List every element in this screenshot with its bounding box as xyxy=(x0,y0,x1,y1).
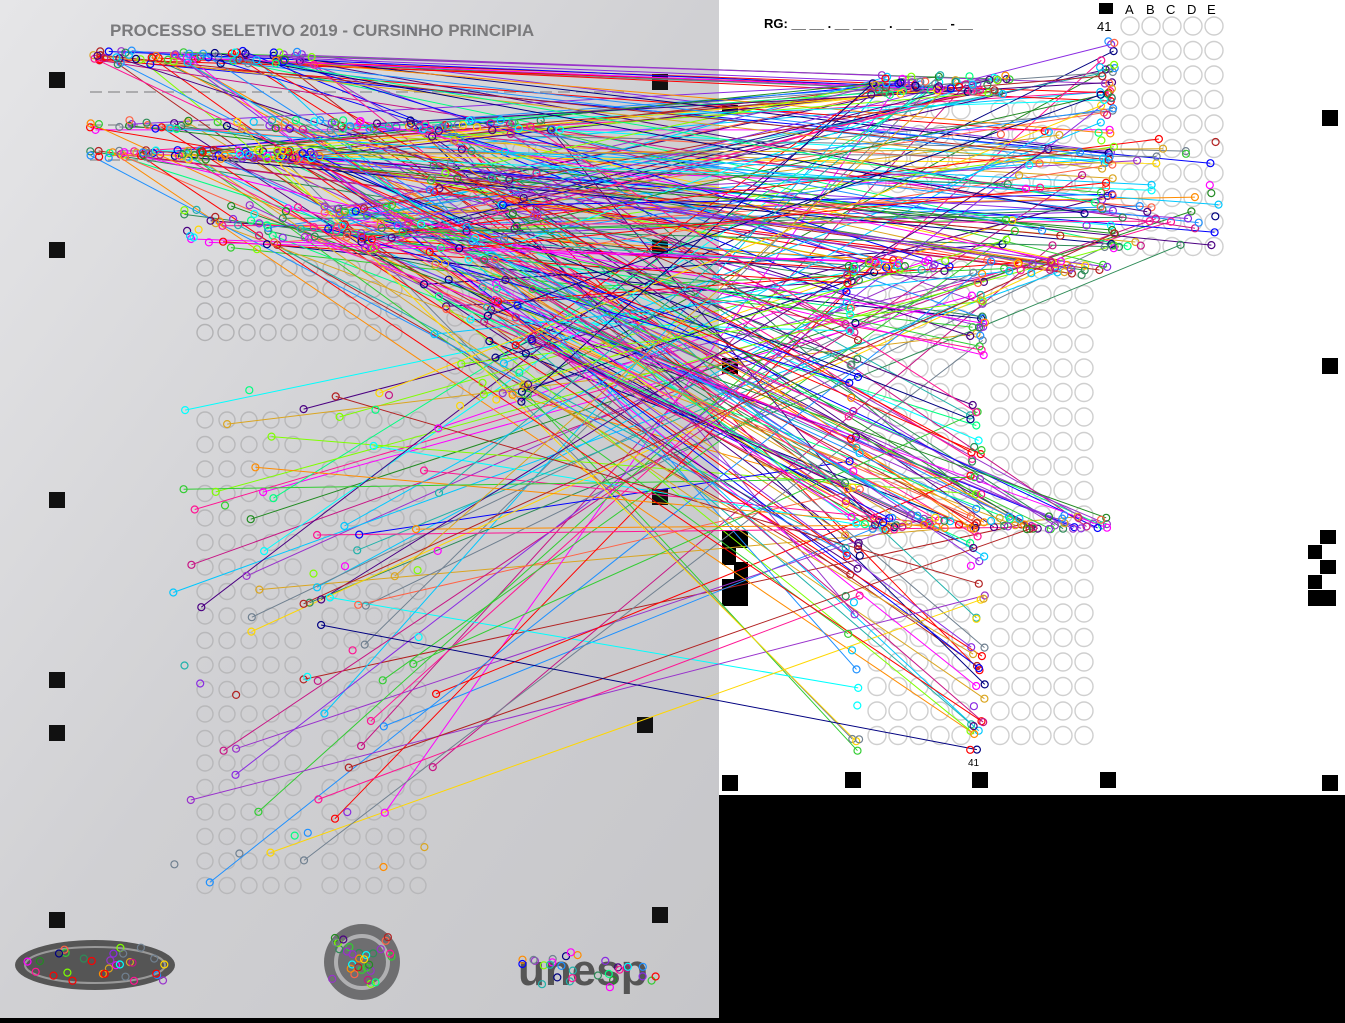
fiducial-marker xyxy=(49,242,65,258)
template-marker xyxy=(1100,772,1116,788)
option-letter-b: B xyxy=(1146,2,1155,17)
template-marker xyxy=(1308,575,1322,589)
template-marker xyxy=(845,772,861,788)
template-marker xyxy=(1322,110,1338,126)
template-marker xyxy=(722,775,738,791)
template-marker xyxy=(1308,545,1322,559)
header-marker xyxy=(1099,3,1113,14)
option-letter-a: A xyxy=(1125,2,1134,17)
template-marker xyxy=(972,772,988,788)
template-marker xyxy=(1308,590,1336,606)
fiducial-marker xyxy=(49,72,65,88)
template-marker xyxy=(1322,775,1338,791)
rg-label: RG: __ __ . __ __ __ . __ __ __ - __ xyxy=(764,16,974,31)
fiducial-marker xyxy=(49,672,65,688)
option-letter-e: E xyxy=(1207,2,1216,17)
template-marker xyxy=(1320,560,1336,574)
template-marker xyxy=(1322,358,1338,374)
template-marker xyxy=(1320,530,1336,544)
question-number-bottom: 41 xyxy=(968,758,980,769)
photo-header-title: PROCESSO SELETIVO 2019 - CURSINHO PRINCI… xyxy=(110,21,534,40)
fiducial-marker xyxy=(652,907,668,923)
option-letter-c: C xyxy=(1166,2,1175,17)
question-number-top: 41 xyxy=(1097,19,1111,34)
fiducial-marker xyxy=(49,725,65,741)
fiducial-marker xyxy=(49,492,65,508)
fiducial-marker xyxy=(49,912,65,928)
option-letter-d: D xyxy=(1187,2,1196,17)
